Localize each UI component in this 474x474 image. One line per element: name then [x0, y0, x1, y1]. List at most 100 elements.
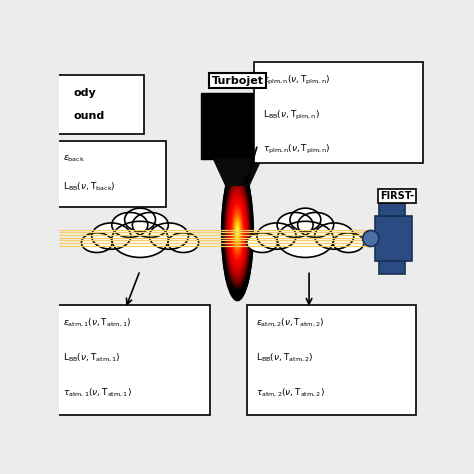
Ellipse shape	[227, 188, 248, 276]
Ellipse shape	[233, 215, 242, 249]
Text: $\varepsilon_{\mathrm{atm,2}}(\nu,\mathrm{T_{atm,2}})$: $\varepsilon_{\mathrm{atm,2}}(\nu,\mathr…	[256, 317, 324, 329]
Ellipse shape	[229, 198, 246, 266]
Text: ound: ound	[74, 110, 105, 120]
Ellipse shape	[231, 205, 244, 259]
Ellipse shape	[232, 209, 243, 255]
Text: $\mathrm{L_{BB}}(\nu,\mathrm{T_{atm,2}})$: $\mathrm{L_{BB}}(\nu,\mathrm{T_{atm,2}})…	[256, 352, 313, 364]
Ellipse shape	[230, 203, 244, 261]
Text: $\varepsilon_{\mathrm{plm,n}}(\nu,\mathrm{T_{plm,n}})$: $\varepsilon_{\mathrm{plm,n}}(\nu,\mathr…	[263, 74, 330, 87]
Ellipse shape	[232, 210, 243, 255]
Ellipse shape	[224, 177, 251, 287]
Ellipse shape	[232, 211, 242, 253]
Ellipse shape	[125, 208, 155, 231]
Ellipse shape	[226, 185, 249, 279]
Ellipse shape	[333, 233, 364, 253]
Text: $\tau_{\mathrm{atm,2}}(\nu,\mathrm{T_{atm,2}})$: $\tau_{\mathrm{atm,2}}(\nu,\mathrm{T_{at…	[256, 386, 325, 399]
Ellipse shape	[82, 233, 112, 253]
Text: $\varepsilon_{\mathrm{atm,1}}(\nu,\mathrm{T_{atm,1}})$: $\varepsilon_{\mathrm{atm,1}}(\nu,\mathr…	[63, 317, 131, 329]
Ellipse shape	[237, 228, 238, 237]
Ellipse shape	[233, 214, 242, 250]
Ellipse shape	[226, 183, 249, 281]
Ellipse shape	[236, 225, 239, 239]
Ellipse shape	[225, 181, 250, 283]
Ellipse shape	[228, 190, 247, 274]
Ellipse shape	[227, 187, 248, 277]
FancyBboxPatch shape	[379, 261, 405, 274]
Ellipse shape	[235, 222, 240, 242]
Circle shape	[363, 230, 379, 246]
Ellipse shape	[222, 168, 253, 296]
Text: Turbojet: Turbojet	[211, 76, 264, 86]
Ellipse shape	[236, 226, 239, 238]
Ellipse shape	[230, 200, 245, 264]
Ellipse shape	[224, 178, 250, 287]
Ellipse shape	[221, 164, 254, 301]
Ellipse shape	[228, 191, 247, 273]
Ellipse shape	[277, 212, 313, 237]
Text: $\tau_{\mathrm{plm,n}}(\nu,\mathrm{T_{plm,n}})$: $\tau_{\mathrm{plm,n}}(\nu,\mathrm{T_{pl…	[263, 144, 331, 156]
Ellipse shape	[231, 207, 243, 257]
FancyBboxPatch shape	[48, 141, 166, 207]
Ellipse shape	[225, 178, 250, 286]
Ellipse shape	[223, 173, 252, 292]
Ellipse shape	[221, 165, 254, 299]
Ellipse shape	[92, 223, 131, 249]
Polygon shape	[213, 159, 261, 185]
Ellipse shape	[232, 210, 243, 254]
Text: $\tau_{\mathrm{atm,1}}(\nu,\mathrm{T_{atm,1}})$: $\tau_{\mathrm{atm,1}}(\nu,\mathrm{T_{at…	[63, 386, 132, 399]
Ellipse shape	[290, 208, 321, 231]
Ellipse shape	[315, 223, 354, 249]
Text: ody: ody	[74, 88, 97, 98]
Ellipse shape	[224, 176, 251, 288]
Ellipse shape	[236, 227, 238, 237]
Ellipse shape	[224, 174, 251, 290]
Ellipse shape	[222, 166, 253, 298]
Ellipse shape	[233, 212, 242, 252]
Ellipse shape	[228, 195, 246, 269]
FancyBboxPatch shape	[375, 216, 412, 261]
Ellipse shape	[230, 201, 245, 264]
Ellipse shape	[229, 197, 246, 267]
Ellipse shape	[222, 167, 253, 297]
Ellipse shape	[224, 175, 251, 289]
Ellipse shape	[230, 201, 245, 263]
Ellipse shape	[223, 171, 252, 293]
Ellipse shape	[226, 184, 249, 280]
Ellipse shape	[234, 218, 241, 246]
Text: $\mathrm{L_{BB}}(\nu,\mathrm{T_{atm,1}})$: $\mathrm{L_{BB}}(\nu,\mathrm{T_{atm,1}})…	[63, 352, 120, 364]
Ellipse shape	[235, 220, 240, 244]
Ellipse shape	[226, 182, 249, 283]
Ellipse shape	[257, 223, 296, 249]
Ellipse shape	[221, 164, 254, 300]
FancyBboxPatch shape	[48, 305, 210, 415]
Ellipse shape	[132, 212, 168, 237]
FancyBboxPatch shape	[246, 305, 416, 415]
Ellipse shape	[233, 213, 242, 251]
Ellipse shape	[227, 186, 248, 278]
Ellipse shape	[222, 169, 252, 295]
Ellipse shape	[236, 225, 239, 240]
FancyBboxPatch shape	[379, 203, 405, 216]
FancyBboxPatch shape	[48, 75, 144, 134]
Ellipse shape	[229, 199, 246, 265]
FancyBboxPatch shape	[201, 93, 274, 159]
Ellipse shape	[277, 221, 334, 257]
Ellipse shape	[228, 191, 247, 273]
Ellipse shape	[222, 168, 253, 296]
Ellipse shape	[228, 193, 246, 271]
Ellipse shape	[234, 217, 241, 247]
Ellipse shape	[112, 212, 148, 237]
Ellipse shape	[298, 212, 334, 237]
Ellipse shape	[228, 194, 246, 270]
Ellipse shape	[237, 228, 238, 236]
Ellipse shape	[112, 221, 168, 257]
Ellipse shape	[231, 206, 244, 259]
Text: FIRST-: FIRST-	[380, 191, 414, 201]
Ellipse shape	[225, 180, 250, 284]
FancyBboxPatch shape	[254, 63, 423, 163]
Ellipse shape	[221, 163, 254, 301]
Ellipse shape	[229, 197, 246, 268]
Ellipse shape	[228, 192, 247, 272]
Ellipse shape	[229, 196, 246, 268]
Ellipse shape	[235, 221, 240, 243]
